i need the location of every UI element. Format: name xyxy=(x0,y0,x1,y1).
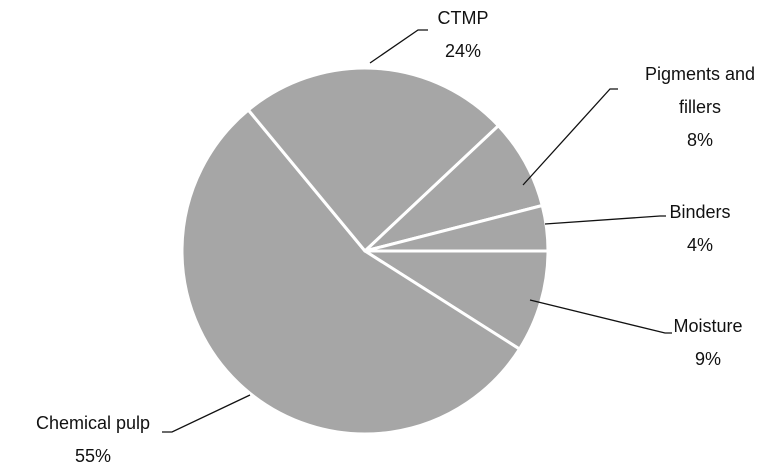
category-label: Chemical pulp xyxy=(35,413,151,433)
leader-line xyxy=(162,394,251,433)
value-label: 9% xyxy=(694,349,721,369)
pie-slice xyxy=(363,124,544,253)
value-label: 8% xyxy=(686,130,713,150)
pie-slice xyxy=(180,108,522,436)
category-label: Moisture xyxy=(673,316,743,336)
category-label: Binders xyxy=(669,202,731,222)
value-label: 24% xyxy=(444,41,482,61)
value-label: 4% xyxy=(686,235,713,255)
leader-line xyxy=(522,88,618,186)
slice-label: Pigments and fillers 8% xyxy=(635,58,765,157)
category-label: CTMP xyxy=(437,8,489,28)
slice-label: Moisture 9% xyxy=(638,310,776,376)
category-label: Pigments and fillers xyxy=(644,64,756,117)
pie-slice xyxy=(246,66,500,253)
slice-label: Chemical pulp 55% xyxy=(8,407,178,470)
value-label: 55% xyxy=(74,446,112,466)
slice-label: Binders 4% xyxy=(640,196,760,262)
leader-line xyxy=(544,215,666,225)
slice-label: CTMP 24% xyxy=(403,2,523,68)
pie-slice xyxy=(363,203,550,253)
leader-line xyxy=(529,299,672,334)
leader-line xyxy=(369,29,428,64)
